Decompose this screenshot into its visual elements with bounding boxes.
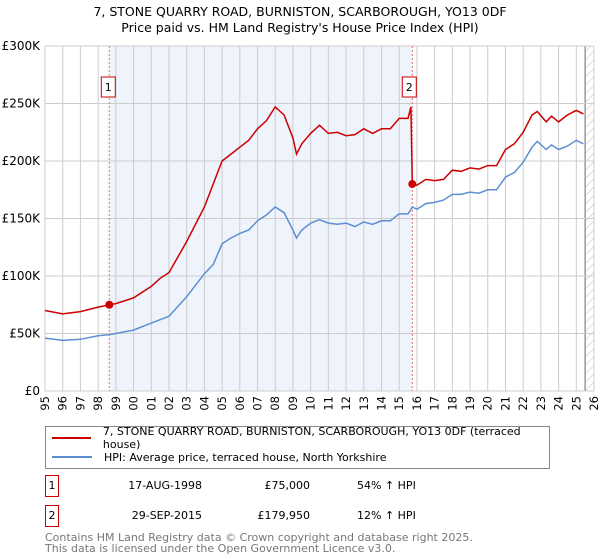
x-tick-label: 2016	[410, 396, 424, 410]
legend-hpi: HPI: Average price, terraced house, Nort…	[104, 450, 387, 464]
sale-price: £75,000	[264, 479, 311, 492]
chart-title: 7, STONE QUARRY ROAD, BURNISTON, SCARBOR…	[93, 4, 507, 19]
legend-blue-line	[52, 456, 92, 458]
sale-point-2	[408, 180, 417, 189]
x-tick-label: 2015	[392, 396, 406, 410]
y-tick-label: £250K	[2, 97, 42, 111]
x-tick-label: 2011	[321, 396, 335, 410]
x-tick-label: 2006	[233, 396, 247, 410]
sale-label-box-2	[401, 76, 417, 98]
x-tick-label: 1998	[91, 396, 105, 410]
sale-date: 29-SEP-2015	[131, 509, 202, 522]
sale-hpi: 12% ↑ HPI	[357, 509, 416, 522]
y-tick-label: £0	[25, 384, 40, 398]
property-series-line	[44, 105, 584, 315]
x-tick-label: 2009	[286, 396, 300, 410]
x-tick-label: 2020	[481, 396, 495, 410]
x-tick-label: 2001	[144, 396, 158, 410]
x-tick-label: 2002	[162, 396, 176, 410]
y-tick-label: £100K	[2, 269, 42, 283]
y-tick-label: £300K	[2, 39, 42, 53]
x-tick-label: 2013	[357, 396, 371, 410]
x-tick-label: 2000	[127, 396, 141, 410]
hpi-series-line	[44, 139, 584, 342]
sale-label-2: 2	[406, 81, 413, 94]
sale-price: £179,950	[257, 509, 311, 522]
x-tick-label: 2003	[180, 396, 194, 410]
sale-label-1: 1	[105, 81, 112, 94]
sale-label-box-1	[100, 76, 116, 98]
y-tick-label: £50K	[9, 327, 41, 341]
chart-subtitle: Price paid vs. HM Land Registry's House …	[121, 20, 479, 35]
x-tick-label: 1997	[73, 396, 87, 410]
price-chart: 1995199619971998199920002001200220032004…	[2, 39, 600, 410]
legend-property: 7, STONE QUARRY ROAD, BURNISTON, SCARBOR…	[102, 425, 521, 451]
x-tick-label: 2007	[251, 396, 265, 410]
x-tick-label: 2014	[374, 396, 388, 410]
footer-licence: This data is licensed under the Open Gov…	[45, 542, 396, 555]
x-tick-label: 2021	[498, 396, 512, 410]
x-tick-label: 1996	[56, 396, 70, 410]
x-tick-label: 2010	[304, 396, 318, 410]
x-tick-label: 2005	[215, 396, 229, 410]
x-tick-label: 1999	[109, 396, 123, 410]
x-tick-label: 2008	[268, 396, 282, 410]
sale-marker-2: 2	[45, 505, 59, 527]
x-tick-label: 2022	[516, 396, 530, 410]
legend-red-line	[52, 437, 91, 439]
x-tick-label: 2023	[534, 396, 548, 410]
x-tick-label: 2017	[428, 396, 442, 410]
y-tick-label: £200K	[2, 154, 42, 168]
x-tick-label: 2012	[339, 396, 353, 410]
x-tick-label: 2024	[552, 396, 566, 410]
x-tick-label: 2004	[197, 396, 211, 410]
y-tick-label: £150K	[2, 212, 42, 226]
sale-marker-1: 1	[45, 475, 59, 497]
sale-hpi: 54% ↑ HPI	[357, 479, 416, 492]
sale-date: 17-AUG-1998	[128, 479, 202, 492]
legend: 7, STONE QUARRY ROAD, BURNISTON, SCARBOR…	[45, 425, 550, 469]
x-tick-label: 2019	[463, 396, 477, 410]
x-tick-label: 1995	[38, 396, 52, 410]
x-tick-label: 2026	[587, 396, 600, 410]
x-tick-label: 2018	[445, 396, 459, 410]
footer-copyright: Contains HM Land Registry data © Crown c…	[45, 531, 473, 544]
x-tick-label: 2025	[569, 396, 583, 410]
sale-point-1	[105, 300, 114, 309]
